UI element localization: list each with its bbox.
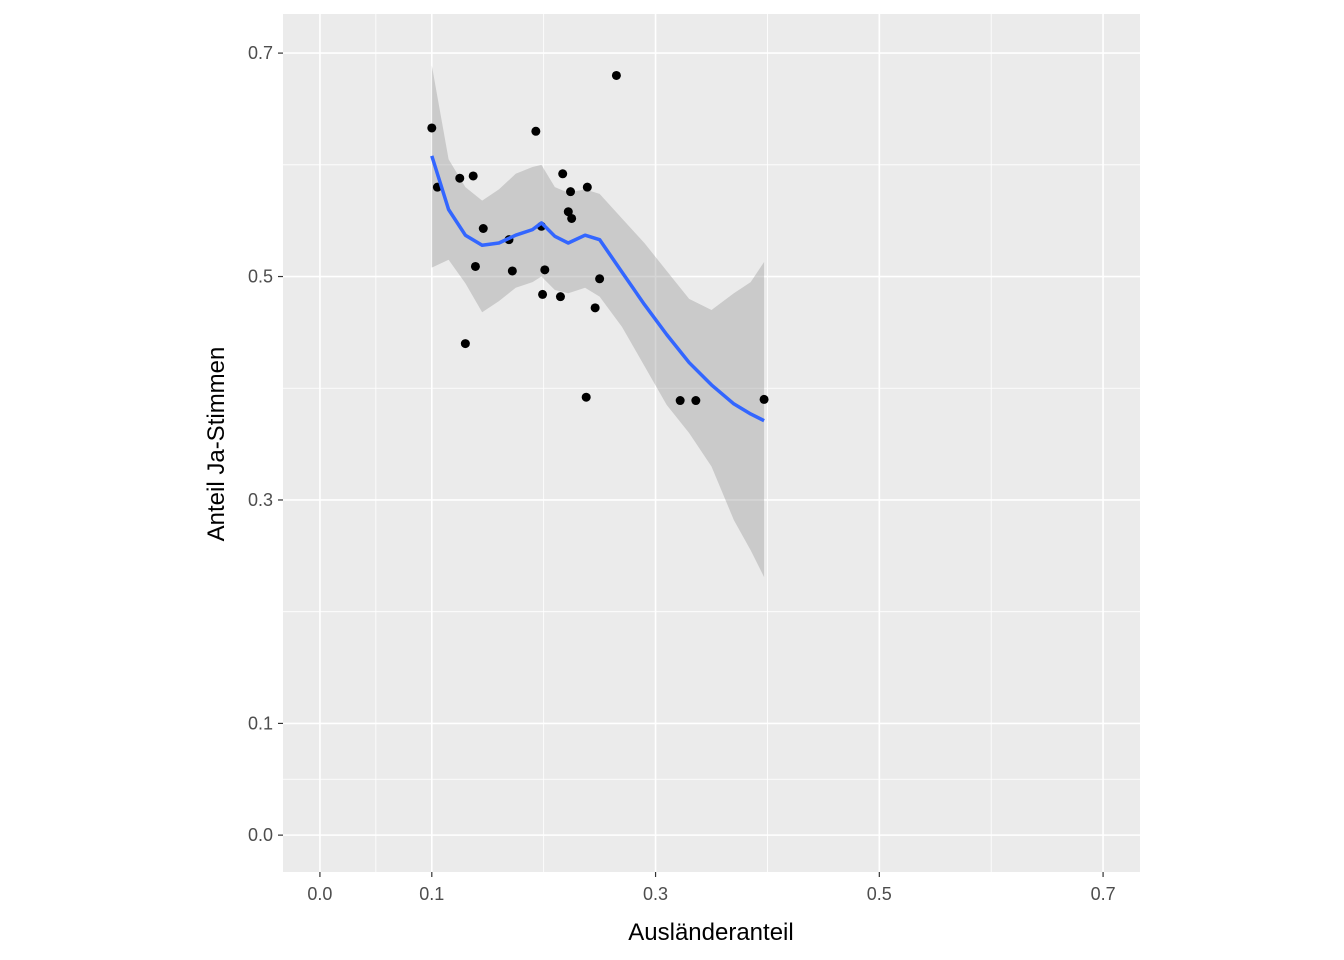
data-point [558,169,568,179]
y-tick-label: 0.5 [248,267,273,287]
data-point [590,303,600,313]
y-tick-label: 0.7 [248,43,273,63]
data-point [538,289,548,299]
data-point [581,392,591,402]
data-point [455,173,465,183]
x-tick-label: 0.7 [1091,884,1116,904]
data-point [595,274,605,284]
y-tick-label: 0.1 [248,713,273,733]
data-point [691,396,701,406]
x-axis-title: Ausländeranteil [628,919,793,946]
data-point [555,292,565,302]
data-point [468,171,478,181]
confidence-band [431,65,765,578]
data-point [611,70,621,80]
panel-background [283,14,1140,872]
confidence-band-layer [431,65,765,578]
data-point [675,396,685,406]
data-point [567,213,577,223]
major-grid [283,14,1140,872]
minor-grid [283,14,1140,872]
y-axis: 0.0 0.1 0.3 0.5 0.7 [248,43,283,845]
data-point [470,261,480,271]
x-tick-label: 0.5 [867,884,892,904]
x-tick-label: 0.0 [307,884,332,904]
y-tick-label: 0.3 [248,490,273,510]
data-point [531,126,541,136]
x-axis: 0.0 0.1 0.3 0.5 0.7 [307,872,1116,904]
smooth-line-layer [430,155,765,423]
data-point [427,123,437,133]
data-point [563,207,573,217]
data-point [478,224,488,233]
data-point [582,182,592,192]
x-tick-label: 0.1 [419,884,444,904]
smooth-line [430,155,765,423]
y-tick-label: 0.0 [248,825,273,845]
data-point [540,265,550,275]
data-point [460,339,470,349]
data-point [566,187,576,197]
data-point [759,394,769,404]
y-axis-title: Anteil Ja-Stimmen [203,347,230,542]
data-point [507,266,517,276]
x-tick-label: 0.3 [643,884,668,904]
